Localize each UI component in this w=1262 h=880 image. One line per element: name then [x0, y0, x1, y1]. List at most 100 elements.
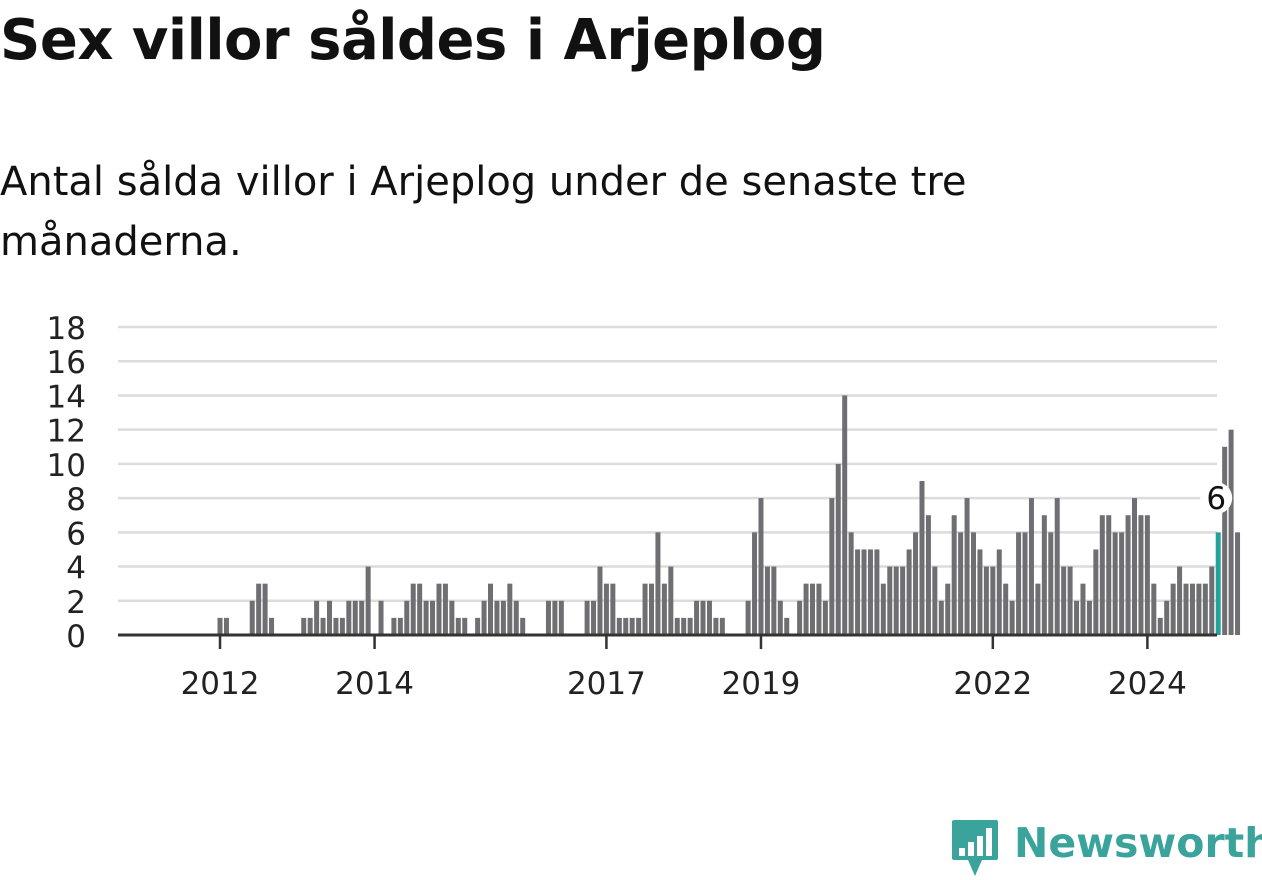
- bar: [752, 532, 758, 635]
- bar: [893, 566, 899, 635]
- bar: [1054, 498, 1060, 635]
- bar: [958, 532, 964, 635]
- bar: [874, 549, 880, 635]
- chart-title: Sex villor såldes i Arjeplog: [0, 8, 826, 73]
- bar: [835, 463, 841, 635]
- bar: [694, 600, 700, 635]
- bar: [1215, 532, 1221, 635]
- bar: [1112, 532, 1118, 635]
- bar: [1099, 515, 1105, 635]
- bar: [803, 583, 809, 635]
- bar: [951, 515, 957, 635]
- bar: [713, 617, 719, 635]
- bar: [764, 566, 770, 635]
- bar: [346, 600, 352, 635]
- bar: [1222, 446, 1228, 635]
- y-tick-label: 10: [47, 448, 86, 484]
- bar: [1196, 583, 1202, 635]
- bar: [475, 617, 481, 635]
- bar: [262, 583, 268, 635]
- bar: [597, 566, 603, 635]
- bar: [481, 600, 487, 635]
- bar: [1170, 583, 1176, 635]
- bar: [661, 583, 667, 635]
- x-tick-label: 2019: [722, 666, 801, 702]
- bar: [1074, 600, 1080, 635]
- bar: [906, 549, 912, 635]
- bar: [810, 583, 815, 635]
- bar: [777, 600, 783, 635]
- bar: [1138, 515, 1144, 635]
- bar: [655, 532, 661, 635]
- bar: [1080, 583, 1086, 635]
- bar: [636, 617, 642, 635]
- bar: [1035, 583, 1041, 635]
- bar: [842, 395, 848, 635]
- bar: [1022, 532, 1028, 635]
- bar: [1144, 515, 1150, 635]
- bar: [365, 566, 371, 635]
- bar: [867, 549, 873, 635]
- bar: [378, 600, 384, 635]
- y-tick-label: 2: [66, 585, 86, 621]
- bar: [1028, 498, 1034, 635]
- bar: [719, 617, 725, 635]
- bar: [1048, 532, 1054, 635]
- bar: [507, 583, 513, 635]
- bar: [745, 600, 751, 635]
- bar: [442, 583, 448, 635]
- bar: [687, 617, 693, 635]
- x-tick-label: 2017: [567, 666, 646, 702]
- x-tick-label: 2024: [1108, 666, 1187, 702]
- bar: [900, 566, 906, 635]
- bar: [410, 583, 416, 635]
- bar: [822, 600, 828, 635]
- bar: [758, 498, 764, 635]
- bar: [1119, 532, 1125, 635]
- bar: [301, 617, 307, 635]
- bar: [1067, 566, 1073, 635]
- bar: [359, 600, 365, 635]
- bar: [1228, 429, 1234, 635]
- x-tick-label: 2022: [953, 666, 1032, 702]
- bar: [771, 566, 777, 635]
- bar: [880, 583, 886, 635]
- bar: [269, 617, 275, 635]
- bar: [462, 617, 468, 635]
- bar: [1125, 515, 1131, 635]
- bar: [591, 600, 597, 635]
- bar: [1061, 566, 1067, 635]
- bar: [1202, 583, 1208, 635]
- bar: [423, 600, 429, 635]
- bar: [520, 617, 526, 635]
- bar: [558, 600, 564, 635]
- bar: [674, 617, 680, 635]
- bar: [1106, 515, 1112, 635]
- bar: [545, 600, 551, 635]
- bar: [430, 600, 436, 635]
- chart-subtitle: Antal sålda villor i Arjeplog under de s…: [0, 159, 967, 265]
- bar: [603, 583, 609, 635]
- newsworthy-logo-icon: [952, 820, 998, 876]
- newsworthy-logo[interactable]: Newsworthy: [950, 818, 1262, 878]
- bar: [668, 566, 674, 635]
- bar: [977, 549, 983, 635]
- highlight-annotation: 6: [1200, 481, 1233, 517]
- bar: [513, 600, 519, 635]
- bar: [887, 566, 893, 635]
- bar: [1041, 515, 1047, 635]
- bar: [1189, 583, 1195, 635]
- bar: [339, 617, 345, 635]
- bar: [964, 498, 970, 635]
- y-tick-label: 4: [66, 551, 86, 587]
- bar: [623, 617, 629, 635]
- bar: [642, 583, 648, 635]
- bar: [217, 617, 223, 635]
- bar: [829, 498, 835, 635]
- bar: [706, 600, 712, 635]
- bar: [983, 566, 989, 635]
- y-tick-label: 0: [66, 619, 86, 655]
- highlight-value-label: 6: [1206, 481, 1226, 517]
- bar: [552, 600, 558, 635]
